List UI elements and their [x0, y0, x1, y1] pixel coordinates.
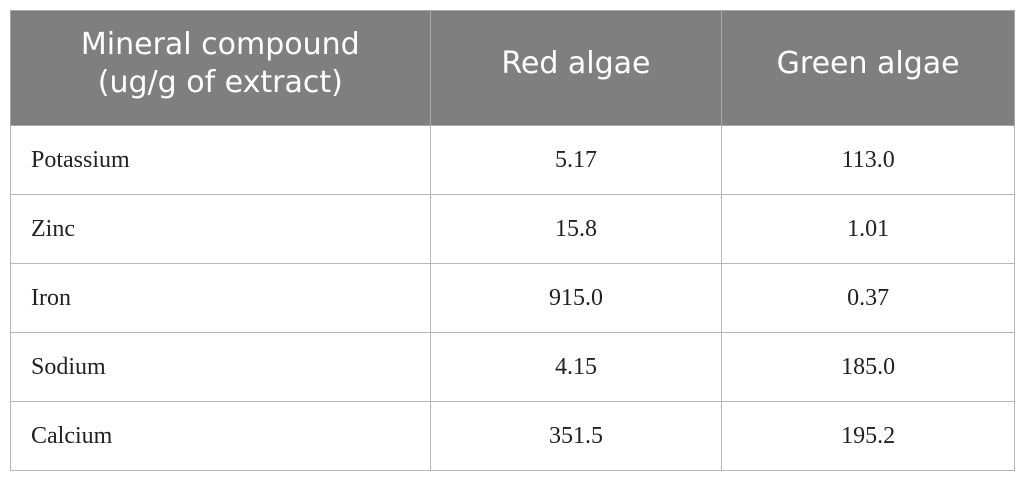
cell-value: 1.01 — [721, 194, 1015, 264]
cell-value: 185.0 — [721, 332, 1015, 402]
table-row: Potassium 5.17 113.0 — [10, 125, 1015, 195]
cell-value: 113.0 — [721, 125, 1015, 195]
table-row: Zinc 15.8 1.01 — [10, 194, 1015, 264]
header-text: Mineral compound — [80, 27, 360, 62]
cell-value: 5.17 — [429, 125, 723, 195]
table-row: Calcium 351.5 195.2 — [10, 401, 1015, 471]
header-text: Green algae — [776, 46, 960, 81]
row-label: Zinc — [10, 194, 431, 264]
data-table: Mineral compound (ug/g of extract) Red alg… — [10, 10, 1015, 471]
header-text: (ug/g of extract) — [97, 65, 343, 100]
cell-value: 195.2 — [721, 401, 1015, 471]
row-label: Potassium — [10, 125, 431, 195]
cell-value: 15.8 — [429, 194, 723, 264]
table-row: Iron 915.0 0.37 — [10, 263, 1015, 333]
cell-value: 0.37 — [721, 263, 1015, 333]
header-text: Red algae — [501, 46, 651, 81]
row-label: Sodium — [10, 332, 431, 402]
cell-value: 915.0 — [429, 263, 723, 333]
table-body: Potassium 5.17 113.0 Zinc 15.8 1.01 Iron 915.0 0… — [10, 125, 1015, 471]
cell-value: 4.15 — [429, 332, 723, 402]
header-cell: Green algae — [721, 10, 1015, 126]
header-row: Mineral compound (ug/g of extract) Red alg… — [10, 10, 1015, 126]
header-cell: Red algae — [429, 10, 723, 126]
cell-value: 351.5 — [429, 401, 723, 471]
row-label: Calcium — [10, 401, 431, 471]
header-cell: Mineral compound (ug/g of extract) — [10, 10, 431, 126]
row-label: Iron — [10, 263, 431, 333]
table-row: Sodium 4.15 185.0 — [10, 332, 1015, 402]
